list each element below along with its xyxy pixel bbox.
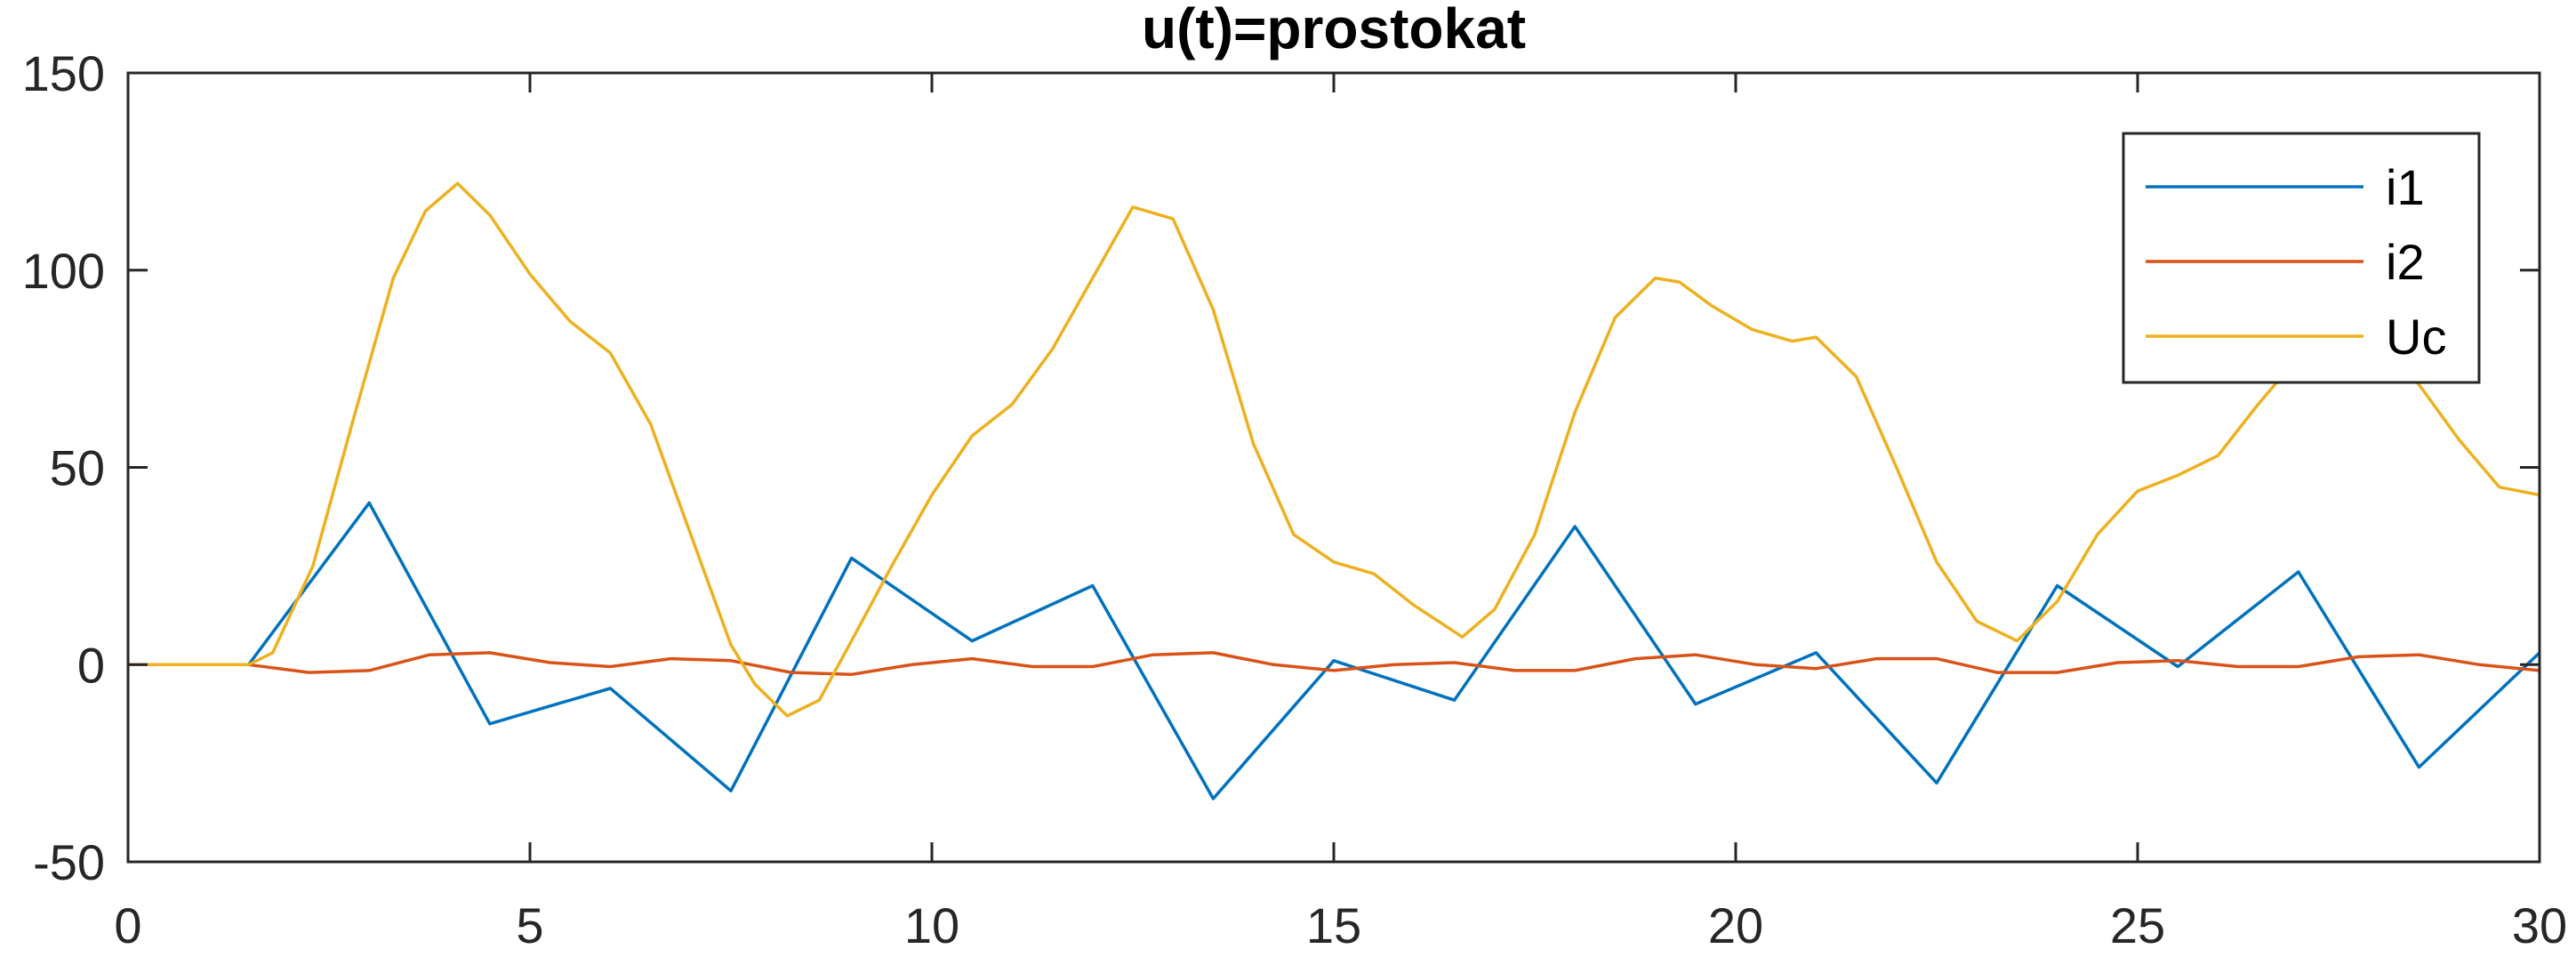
chart-title: u(t)=prostokat — [1142, 0, 1526, 60]
x-tick-label: 15 — [1306, 897, 1361, 953]
y-tick-label: 0 — [77, 637, 105, 693]
legend-label-uc: Uc — [2386, 309, 2446, 365]
x-tick-label: 25 — [2110, 897, 2165, 953]
series-line-i1 — [128, 501, 2540, 800]
series-layer — [128, 181, 2540, 800]
x-tick-label: 5 — [516, 897, 543, 953]
y-tick-label: -50 — [33, 834, 105, 890]
x-tick-label: 10 — [904, 897, 959, 953]
series-line-i2 — [128, 651, 2540, 677]
y-tick-label: 50 — [50, 440, 105, 496]
legend-label-i1: i1 — [2386, 159, 2425, 215]
y-tick-label: 150 — [22, 45, 105, 101]
x-tick-label: 30 — [2512, 897, 2567, 953]
series-line-uc — [128, 181, 2540, 718]
y-tick-label: 100 — [22, 243, 105, 299]
legend-box — [2122, 132, 2481, 384]
x-tick-label: 0 — [114, 897, 141, 953]
legend: i1 i2 Uc — [2122, 132, 2481, 384]
x-tick-label: 20 — [1708, 897, 1763, 953]
legend-label-i2: i2 — [2386, 234, 2425, 290]
